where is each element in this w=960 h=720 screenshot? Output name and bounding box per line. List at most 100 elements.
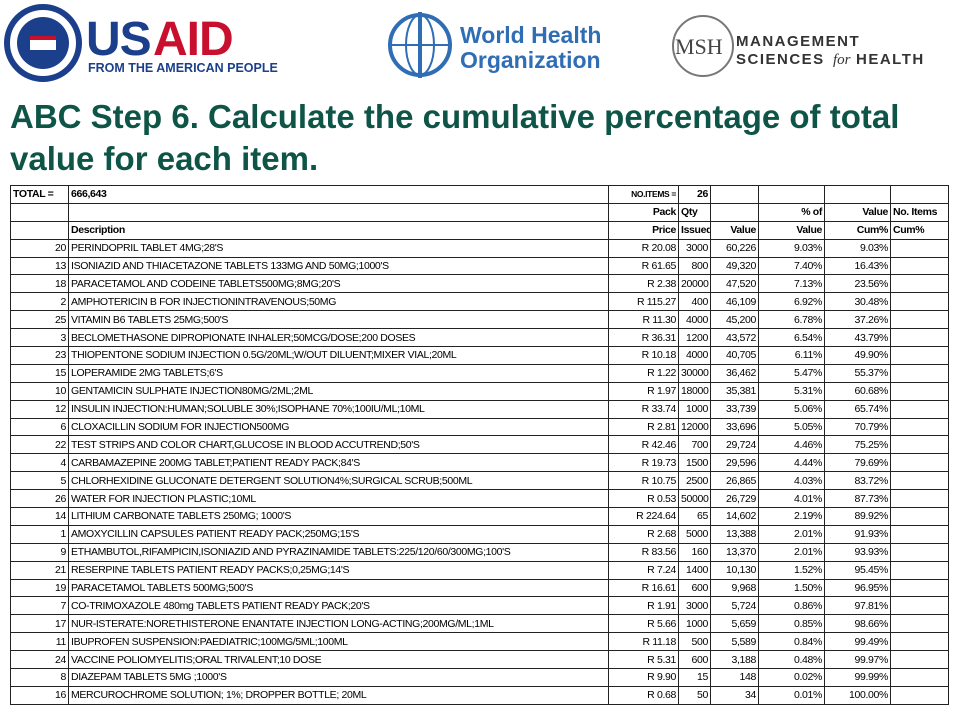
cum-cell: 30.48% [824, 292, 891, 312]
header-cell: Value [758, 220, 825, 240]
pct-cell: 5.05% [758, 417, 825, 437]
value-cell: 34 [710, 685, 759, 705]
header-cell: Issued [678, 220, 711, 240]
qty-cell: 3000 [678, 238, 711, 258]
qty-cell: 1400 [678, 560, 711, 580]
description-cell: AMPHOTERICIN B FOR INJECTIONINTRAVENOUS;… [68, 292, 609, 312]
cum-cell: 70.79% [824, 417, 891, 437]
msh-line2b: for [833, 52, 851, 68]
empty-cell [10, 220, 69, 240]
value-cell: 3,188 [710, 650, 759, 670]
price-cell: R 11.18 [608, 632, 679, 652]
qty-cell: 160 [678, 542, 711, 562]
empty-cell [890, 614, 949, 634]
price-cell: R 9.90 [608, 668, 679, 687]
value-cell: 46,109 [710, 292, 759, 312]
empty-cell [890, 310, 949, 330]
cum-cell: 60.68% [824, 381, 891, 401]
pct-cell: 6.11% [758, 346, 825, 365]
num-cell: 22 [10, 435, 69, 455]
who-line1: World Health [460, 22, 601, 48]
qty-cell: 4000 [678, 310, 711, 330]
price-cell: R 83.56 [608, 542, 679, 562]
description-cell: GENTAMICIN SULPHATE INJECTION80MG/2ML;2M… [68, 381, 609, 401]
data-row: 10 GENTAMICIN SULPHATE INJECTION80MG/2ML;… [10, 381, 949, 401]
value-cell: 45,200 [710, 310, 759, 330]
pct-cell: 5.47% [758, 363, 825, 383]
description-cell: PARACETAMOL TABLETS 500MG;500'S [68, 578, 609, 598]
total-cell: 666,643 [68, 185, 609, 204]
cum-cell: 55.37% [824, 363, 891, 383]
data-row: 17 NUR-ISTERATE:NORETHISTERONE ENANTATE I… [10, 614, 949, 634]
qty-cell: 65 [678, 507, 711, 526]
empty-cell [890, 578, 949, 598]
description-cell: LOPERAMIDE 2MG TABLETS;6'S [68, 363, 609, 383]
description-cell: MERCUROCHROME SOLUTION; 1%; DROPPER BOTT… [68, 685, 609, 705]
num-cell: 5 [10, 471, 69, 491]
description-cell: WATER FOR INJECTION PLASTIC;10ML [68, 489, 609, 509]
empty-cell [890, 542, 949, 562]
cum-cell: 100.00% [824, 685, 891, 705]
msh-line2c: HEALTH [856, 51, 925, 68]
num-cell: 18 [10, 274, 69, 294]
header-cell: Cum% [824, 220, 891, 240]
value-cell: 36,462 [710, 363, 759, 383]
cum-cell: 65.74% [824, 399, 891, 419]
pct-cell: 1.52% [758, 560, 825, 580]
pct-cell: 4.44% [758, 453, 825, 473]
value-cell: 35,381 [710, 381, 759, 401]
cum-cell: 99.97% [824, 650, 891, 670]
description-cell: ETHAMBUTOL,RIFAMPICIN,ISONIAZID AND PYRA… [68, 542, 609, 562]
pct-cell: 6.78% [758, 310, 825, 330]
price-cell: R 224.64 [608, 507, 679, 526]
pct-cell: 2.01% [758, 542, 825, 562]
qty-cell: 12000 [678, 417, 711, 437]
cum-cell: 99.99% [824, 668, 891, 687]
num-cell: 26 [10, 489, 69, 509]
description-cell: VITAMIN B6 TABLETS 25MG;500'S [68, 310, 609, 330]
description-cell: PARACETAMOL AND CODEINE TABLETS500MG;8MG… [68, 274, 609, 294]
value-cell: 13,388 [710, 524, 759, 544]
value-cell: 148 [710, 668, 759, 687]
cum-cell: 49.90% [824, 346, 891, 365]
qty-cell: 400 [678, 292, 711, 312]
description-cell: NUR-ISTERATE:NORETHISTERONE ENANTATE INJ… [68, 614, 609, 634]
usaid-logo: US AID FROM THE AMERICAN PEOPLE [4, 4, 278, 82]
cum-cell: 89.92% [824, 507, 891, 526]
cum-cell: 16.43% [824, 256, 891, 276]
header-row: Pack Qty % of Value No. Items [10, 202, 949, 222]
data-row: 20 PERINDOPRIL TABLET 4MG;28'S R 20.08 3000… [10, 238, 949, 258]
value-cell: 43,572 [710, 328, 759, 348]
price-cell: R 42.46 [608, 435, 679, 455]
empty-cell [890, 346, 949, 365]
pct-cell: 4.46% [758, 435, 825, 455]
data-row: 19 PARACETAMOL TABLETS 500MG;500'S R 16.61… [10, 578, 949, 598]
value-cell: 60,226 [710, 238, 759, 258]
empty-cell [890, 381, 949, 401]
data-row: 5 CHLORHEXIDINE GLUCONATE DETERGENT SOLUT… [10, 471, 949, 491]
pct-cell: 9.03% [758, 238, 825, 258]
value-cell: 33,696 [710, 417, 759, 437]
value-cell: 26,865 [710, 471, 759, 491]
pct-cell: 0.84% [758, 632, 825, 652]
qty-cell: 500 [678, 632, 711, 652]
pct-cell: 6.54% [758, 328, 825, 348]
data-row: 23 THIOPENTONE SODIUM INJECTION 0.5G/20ML… [10, 346, 949, 365]
price-cell: R 33.74 [608, 399, 679, 419]
description-cell: TEST STRIPS AND COLOR CHART,GLUCOSE IN B… [68, 435, 609, 455]
empty-cell [68, 202, 609, 222]
data-row: 6 CLOXACILLIN SODIUM FOR INJECTION500MG R … [10, 417, 949, 437]
qty-cell: 1200 [678, 328, 711, 348]
data-row: 25 VITAMIN B6 TABLETS 25MG;500'S R 11.30 40… [10, 310, 949, 330]
pct-cell: 2.19% [758, 507, 825, 526]
data-row: 11 IBUPROFEN SUSPENSION:PAEDIATRIC;100MG/… [10, 632, 949, 652]
price-cell: R 2.81 [608, 417, 679, 437]
value-cell: 9,968 [710, 578, 759, 598]
pct-cell: 0.02% [758, 668, 825, 687]
description-cell: CHLORHEXIDINE GLUCONATE DETERGENT SOLUTI… [68, 471, 609, 491]
data-row: 15 LOPERAMIDE 2MG TABLETS;6'S R 1.22 30000 3… [10, 363, 949, 383]
pct-cell: 0.01% [758, 685, 825, 705]
qty-cell: 50000 [678, 489, 711, 509]
pct-cell: 5.31% [758, 381, 825, 401]
num-cell: 2 [10, 292, 69, 312]
